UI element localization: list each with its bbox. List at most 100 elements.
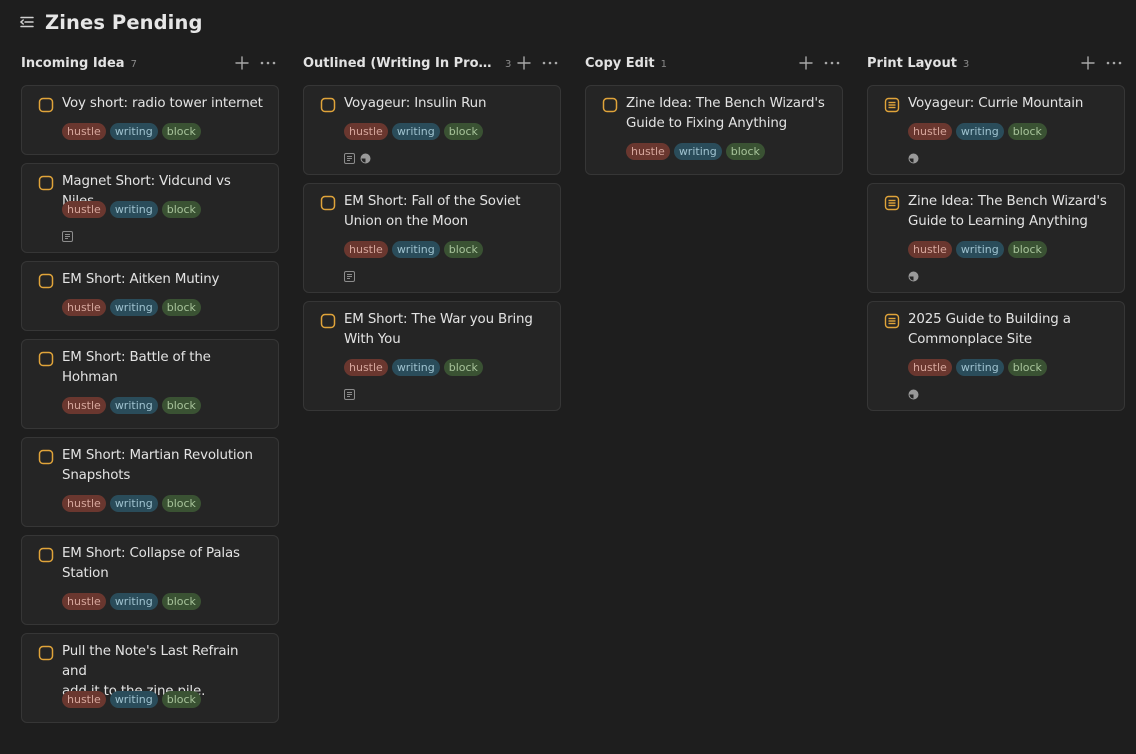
tag-block[interactable]: block (1007, 123, 1047, 140)
column-menu-button[interactable] (255, 50, 281, 76)
tag-writing[interactable]: writing (391, 123, 440, 140)
tag-block[interactable]: block (443, 359, 483, 376)
checkbox-icon[interactable] (38, 645, 54, 661)
card[interactable]: Voyageur: Currie Mountain hustle writing bl… (867, 85, 1125, 175)
tag-writing[interactable]: writing (109, 691, 158, 708)
tag-writing[interactable]: writing (673, 143, 722, 160)
tag-hustle[interactable]: hustle (62, 495, 106, 512)
column-title[interactable]: Print Layout (867, 55, 957, 71)
checkbox-icon[interactable] (38, 547, 54, 563)
card[interactable]: 2025 Guide to Building a Commonplace Site… (867, 301, 1125, 411)
tag-block[interactable]: block (161, 201, 201, 218)
card-title-line: Station (62, 566, 109, 581)
tag-hustle[interactable]: hustle (344, 359, 388, 376)
tag-block[interactable]: block (161, 495, 201, 512)
tag-writing[interactable]: writing (109, 299, 158, 316)
column-title[interactable]: Outlined (Writing In Progre… (303, 55, 499, 71)
tag-block[interactable]: block (161, 691, 201, 708)
card-meta (908, 270, 919, 282)
tag-writing[interactable]: writing (109, 495, 158, 512)
checkbox-icon[interactable] (320, 97, 336, 113)
tag-hustle[interactable]: hustle (62, 397, 106, 414)
page-header: Zines Pending (20, 10, 203, 34)
tag-block[interactable]: block (161, 593, 201, 610)
more-icon (824, 61, 840, 65)
column-title[interactable]: Copy Edit (585, 55, 655, 71)
tag-block[interactable]: block (161, 397, 201, 414)
card[interactable]: Voy short: radio tower internet hustle wri… (21, 85, 279, 155)
tag-block[interactable]: block (725, 143, 765, 160)
card-title-line: Commonplace Site (908, 332, 1032, 347)
tag-block[interactable]: block (1007, 359, 1047, 376)
column-3: Copy Edit 1 Zine Idea: The Bench Wizard's G… (585, 50, 843, 175)
column-header: Copy Edit 1 (585, 50, 843, 76)
checkbox-icon[interactable] (602, 97, 618, 113)
tag-writing[interactable]: writing (391, 241, 440, 258)
tag-writing[interactable]: writing (391, 359, 440, 376)
column-menu-button[interactable] (537, 50, 563, 76)
card-title: Voyageur: Currie Mountain (908, 94, 1112, 114)
column-menu-button[interactable] (819, 50, 845, 76)
list-icon[interactable] (884, 97, 900, 113)
card[interactable]: EM Short: Fall of the Soviet Union on the… (303, 183, 561, 293)
add-card-button[interactable] (229, 50, 255, 76)
tag-hustle[interactable]: hustle (908, 241, 952, 258)
tag-list: hustle writing block (62, 397, 201, 414)
card[interactable]: EM Short: Aitken Mutiny hustle writing bloc… (21, 261, 279, 331)
tag-writing[interactable]: writing (109, 593, 158, 610)
list-icon[interactable] (884, 313, 900, 329)
checkbox-icon[interactable] (38, 449, 54, 465)
card[interactable]: EM Short: Battle of the Hohman hustle writi… (21, 339, 279, 429)
tag-hustle[interactable]: hustle (626, 143, 670, 160)
tag-hustle[interactable]: hustle (62, 593, 106, 610)
tag-hustle[interactable]: hustle (908, 359, 952, 376)
add-card-button[interactable] (793, 50, 819, 76)
tag-list: hustle writing block (344, 241, 483, 258)
tag-block[interactable]: block (443, 123, 483, 140)
column-title[interactable]: Incoming Idea (21, 55, 125, 71)
tag-block[interactable]: block (1007, 241, 1047, 258)
checkbox-icon[interactable] (38, 97, 54, 113)
card[interactable]: EM Short: Collapse of Palas Station hustle… (21, 535, 279, 625)
tag-list: hustle writing block (908, 241, 1047, 258)
tag-list: hustle writing block (62, 495, 201, 512)
tag-hustle[interactable]: hustle (908, 123, 952, 140)
tag-block[interactable]: block (443, 241, 483, 258)
column-header: Outlined (Writing In Progre… 3 (303, 50, 561, 76)
tag-writing[interactable]: writing (955, 359, 1004, 376)
column-actions (229, 50, 281, 76)
list-icon[interactable] (884, 195, 900, 211)
tag-writing[interactable]: writing (109, 397, 158, 414)
tag-writing[interactable]: writing (955, 123, 1004, 140)
tag-hustle[interactable]: hustle (62, 299, 106, 316)
add-card-button[interactable] (1075, 50, 1101, 76)
tag-block[interactable]: block (161, 299, 201, 316)
checkbox-icon[interactable] (38, 273, 54, 289)
tag-hustle[interactable]: hustle (344, 123, 388, 140)
add-card-button[interactable] (511, 50, 537, 76)
tag-writing[interactable]: writing (109, 201, 158, 218)
tag-hustle[interactable]: hustle (344, 241, 388, 258)
card-title-line: Pull the Note's Last Refrain and (62, 644, 239, 679)
checkbox-icon[interactable] (38, 351, 54, 367)
column-header: Incoming Idea 7 (21, 50, 279, 76)
sidebar-toggle-icon[interactable] (20, 15, 34, 29)
card[interactable]: Magnet Short: Vidcund vs Nileshustlewrit… (21, 163, 279, 253)
checkbox-icon[interactable] (320, 313, 336, 329)
tag-hustle[interactable]: hustle (62, 201, 106, 218)
card[interactable]: EM Short: Martian Revolution Snapshots hus… (21, 437, 279, 527)
column-4: Print Layout 3 Voyageur: Currie Mountain hu… (867, 50, 1127, 411)
tag-writing[interactable]: writing (955, 241, 1004, 258)
tag-hustle[interactable]: hustle (62, 123, 106, 140)
checkbox-icon[interactable] (320, 195, 336, 211)
checkbox-icon[interactable] (38, 175, 54, 191)
column-menu-button[interactable] (1101, 50, 1127, 76)
card[interactable]: Voyageur: Insulin Run hustle writing block (303, 85, 561, 175)
tag-hustle[interactable]: hustle (62, 691, 106, 708)
card[interactable]: Pull the Note's Last Refrain andadd it t… (21, 633, 279, 723)
tag-block[interactable]: block (161, 123, 201, 140)
card[interactable]: Zine Idea: The Bench Wizard's Guide to Le… (867, 183, 1125, 293)
card[interactable]: EM Short: The War you Bring With You hustl… (303, 301, 561, 411)
card[interactable]: Zine Idea: The Bench Wizard's Guide to Fi… (585, 85, 843, 175)
tag-writing[interactable]: writing (109, 123, 158, 140)
